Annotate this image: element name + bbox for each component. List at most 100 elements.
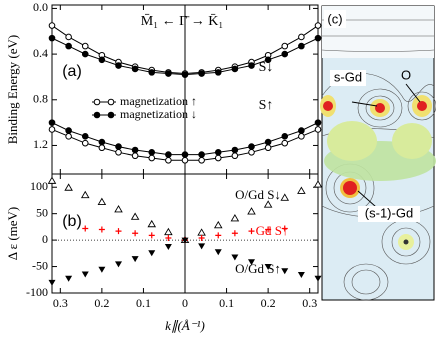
charge-density-map: (c) s-Gd O (s-1)-Gd bbox=[320, 5, 436, 301]
data-point bbox=[165, 151, 172, 158]
y-tick-label: -50 bbox=[32, 258, 48, 272]
data-point bbox=[264, 144, 272, 152]
data-point bbox=[48, 119, 56, 126]
data-point bbox=[165, 70, 172, 77]
data-point bbox=[280, 193, 290, 201]
data-point bbox=[181, 71, 189, 78]
data-point bbox=[181, 237, 189, 244]
data-point bbox=[48, 22, 56, 29]
data-point bbox=[65, 275, 73, 282]
data-point bbox=[248, 259, 255, 266]
atom-label: (s-1)-Gd bbox=[365, 205, 413, 220]
data-point bbox=[65, 133, 72, 140]
data-point bbox=[81, 139, 89, 147]
data-point bbox=[214, 249, 222, 256]
data-point bbox=[98, 56, 106, 64]
legend-label: magnetization ↓ bbox=[120, 107, 197, 121]
panel-label: (c) bbox=[327, 11, 342, 26]
data-point bbox=[131, 256, 139, 263]
data-point bbox=[231, 152, 239, 160]
data-point bbox=[214, 69, 222, 76]
data-point bbox=[198, 234, 205, 241]
data-point bbox=[181, 156, 189, 164]
data-point bbox=[64, 183, 73, 191]
y-tick-label: 0.4 bbox=[33, 46, 48, 60]
data-point bbox=[148, 149, 156, 156]
data-point bbox=[81, 133, 89, 140]
atom-label: s-Gd bbox=[334, 69, 362, 84]
x-tick-label: 0.3 bbox=[53, 296, 68, 310]
data-point bbox=[165, 234, 172, 241]
data-point bbox=[48, 279, 56, 286]
data-point bbox=[281, 139, 289, 147]
x-tick-label: 0.2 bbox=[94, 296, 109, 310]
data-point bbox=[297, 271, 305, 278]
y-axis-label: Binding Energy (eV) bbox=[5, 35, 20, 145]
data-point bbox=[47, 176, 57, 184]
data-point bbox=[148, 69, 156, 76]
data-point bbox=[48, 34, 56, 42]
data-point bbox=[132, 230, 139, 237]
atom-label: O bbox=[401, 67, 411, 82]
data-point bbox=[215, 232, 222, 239]
data-point bbox=[298, 133, 305, 140]
data-point bbox=[297, 186, 306, 194]
data-point bbox=[198, 151, 205, 158]
data-point bbox=[231, 146, 239, 154]
data-point bbox=[230, 214, 240, 222]
data-point bbox=[82, 225, 89, 232]
data-point bbox=[165, 156, 172, 164]
data-point bbox=[148, 250, 156, 257]
data-point bbox=[115, 143, 122, 150]
data-point bbox=[164, 227, 173, 236]
legend-label: magnetization ↑ bbox=[120, 94, 197, 108]
data-point bbox=[115, 261, 122, 268]
legend-symbol bbox=[93, 111, 101, 119]
data-point bbox=[97, 197, 107, 205]
y-axis-label: Δ ε (meV) bbox=[5, 207, 20, 261]
data-point bbox=[198, 243, 206, 250]
data-point bbox=[313, 180, 323, 188]
y-tick-label: -100 bbox=[26, 285, 48, 299]
x-tick-label: 0.3 bbox=[302, 296, 317, 310]
panel-label: (b) bbox=[62, 213, 82, 230]
data-point bbox=[248, 143, 255, 150]
data-point bbox=[147, 219, 157, 228]
data-point bbox=[231, 65, 239, 73]
label-box bbox=[330, 70, 366, 86]
data-point bbox=[213, 220, 223, 229]
data-point bbox=[81, 271, 89, 278]
annotation: S↑ bbox=[259, 98, 274, 113]
data-point bbox=[264, 264, 272, 271]
x-tick-label: 0.2 bbox=[261, 296, 276, 310]
data-point bbox=[281, 42, 289, 50]
data-point bbox=[81, 50, 89, 58]
data-point bbox=[148, 232, 155, 239]
x-tick-label: 0.1 bbox=[136, 296, 151, 310]
y-tick-label: 50 bbox=[36, 205, 48, 219]
data-point bbox=[198, 70, 205, 77]
data-point bbox=[314, 119, 322, 126]
y-tick-label: 1.2 bbox=[33, 137, 48, 151]
data-point bbox=[115, 62, 122, 69]
x-tick-label: 0 bbox=[182, 296, 188, 310]
data-point bbox=[98, 144, 106, 152]
data-point bbox=[314, 126, 322, 133]
data-point bbox=[115, 149, 122, 156]
data-point bbox=[281, 133, 289, 140]
data-point bbox=[197, 228, 206, 236]
y-tick-label: 0.8 bbox=[33, 92, 48, 106]
data-point bbox=[231, 230, 238, 237]
data-point bbox=[214, 154, 222, 162]
data-point bbox=[65, 127, 72, 134]
data-point bbox=[264, 138, 272, 146]
data-point bbox=[48, 126, 56, 133]
data-point bbox=[131, 146, 139, 154]
data-point bbox=[130, 212, 140, 220]
data-point bbox=[98, 266, 106, 273]
data-point bbox=[131, 152, 139, 160]
density-blobs bbox=[320, 95, 436, 250]
x-axis-label: k∥(Å⁻¹) bbox=[165, 318, 205, 333]
y-tick-label: 0.0 bbox=[33, 0, 48, 14]
